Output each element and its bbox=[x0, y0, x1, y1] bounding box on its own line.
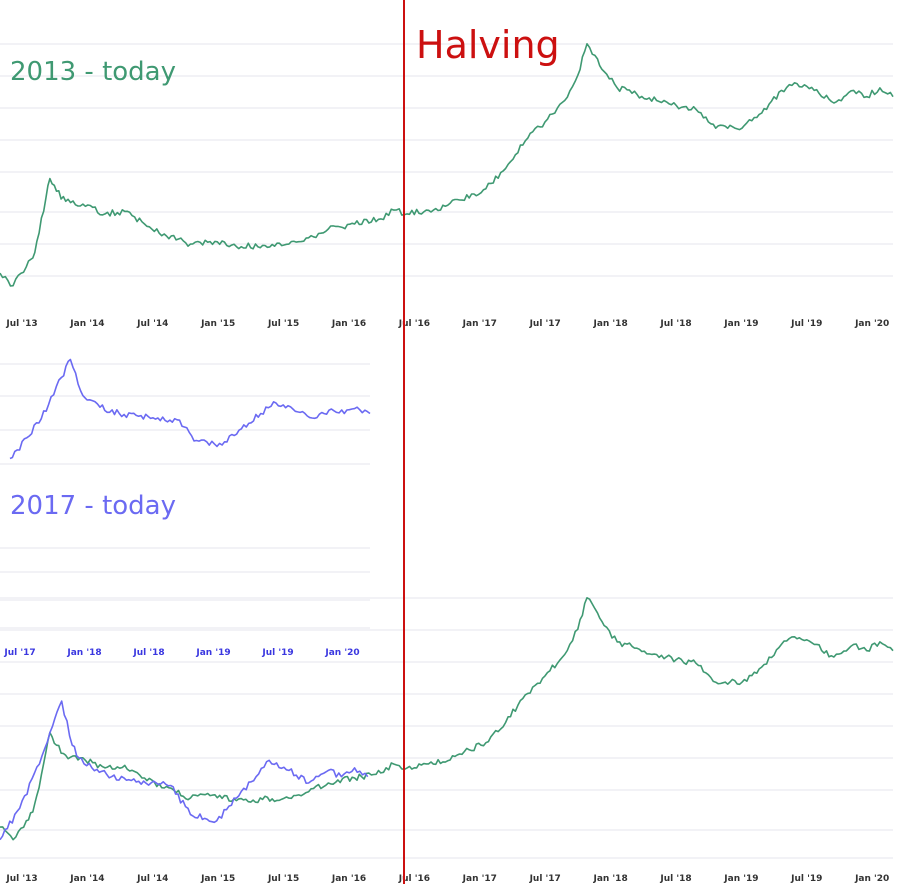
bottom-overlay-blue-series-line bbox=[0, 700, 369, 841]
bottom-overlay-tick-label: Jul '19 bbox=[790, 874, 822, 884]
top-2013-tick-label: Jul '16 bbox=[398, 319, 430, 329]
top-2013-tick-label: Jan '20 bbox=[854, 319, 889, 329]
mid-2017-tick-label: Jul '18 bbox=[132, 648, 164, 658]
bottom-overlay-tick-label: Jan '15 bbox=[200, 874, 235, 884]
halving-label: Halving bbox=[416, 23, 560, 67]
title-2017-today: 2017 - today bbox=[10, 491, 176, 521]
bottom-overlay-tick-label: Jan '14 bbox=[69, 874, 104, 884]
top-2013-tick-label: Jan '17 bbox=[462, 319, 497, 329]
bottom-overlay-green-series-line bbox=[0, 596, 894, 841]
bottom-overlay-tick-label: Jan '18 bbox=[592, 874, 627, 884]
mid-2017-tick-label: Jan '19 bbox=[195, 648, 230, 658]
x-axis-tick-labels: Jul '13 Jan '14 Jul '14 Jan '15 Jul '15 Jan '… bbox=[3, 319, 889, 884]
top-2013-tick-label: Jan '18 bbox=[592, 319, 627, 329]
top-2013-tick-label: Jul '15 bbox=[267, 319, 299, 329]
bottom-overlay-tick-label: Jul '18 bbox=[659, 874, 691, 884]
title-2013-today: 2013 - today bbox=[10, 57, 176, 87]
top-2013-tick-label: Jul '19 bbox=[790, 319, 822, 329]
top-2013-tick-label: Jul '13 bbox=[5, 319, 37, 329]
bottom-overlay-tick-label: Jan '16 bbox=[331, 874, 366, 884]
gridlines bbox=[0, 43, 893, 859]
top-2013-tick-label: Jul '17 bbox=[529, 319, 561, 329]
top-2013-green-series-line bbox=[0, 42, 894, 287]
mid-2017-tick-label: Jul '19 bbox=[261, 648, 293, 658]
top-2013-tick-label: Jul '18 bbox=[659, 319, 691, 329]
top-2013-tick-label: Jan '14 bbox=[69, 319, 104, 329]
bottom-overlay-tick-label: Jul '16 bbox=[398, 874, 430, 884]
bottom-overlay-tick-label: Jan '17 bbox=[462, 874, 497, 884]
top-2013-tick-label: Jan '15 bbox=[200, 319, 235, 329]
top-2013-tick-label: Jan '16 bbox=[331, 319, 366, 329]
series-lines bbox=[0, 42, 894, 841]
bottom-overlay-tick-label: Jul '14 bbox=[136, 874, 168, 884]
bottom-overlay-tick-label: Jan '20 bbox=[854, 874, 889, 884]
top-2013-tick-label: Jan '19 bbox=[723, 319, 758, 329]
mid-2017-tick-label: Jan '20 bbox=[324, 648, 359, 658]
bottom-overlay-tick-label: Jul '13 bbox=[5, 874, 37, 884]
top-2013-tick-label: Jul '14 bbox=[136, 319, 168, 329]
mid-2017-tick-label: Jan '18 bbox=[66, 648, 101, 658]
bottom-overlay-tick-label: Jan '19 bbox=[723, 874, 758, 884]
bottom-overlay-tick-label: Jul '17 bbox=[529, 874, 561, 884]
mid-2017-tick-label: Jul '17 bbox=[3, 648, 35, 658]
mid-2017-blue-series-line bbox=[9, 358, 371, 460]
bottom-overlay-tick-label: Jul '15 bbox=[267, 874, 299, 884]
